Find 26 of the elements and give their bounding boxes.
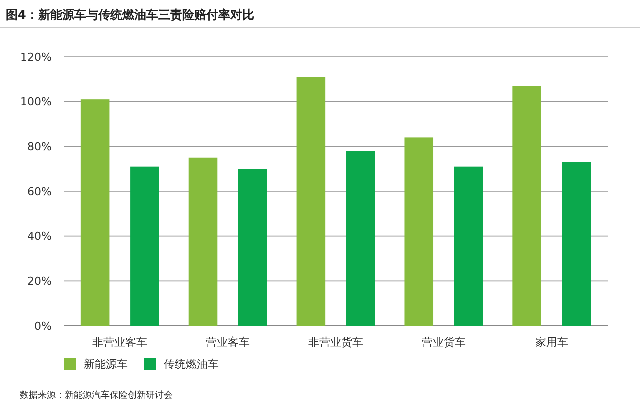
bar: [562, 162, 592, 326]
y-tick-label: 40%: [28, 230, 52, 244]
x-tick-label: 家用车: [535, 336, 568, 349]
bar: [238, 169, 268, 326]
bar: [512, 86, 542, 326]
bar: [454, 166, 484, 326]
bar: [80, 100, 110, 326]
legend-label: 新能源车: [84, 358, 128, 371]
bar: [130, 166, 160, 326]
bar: [346, 151, 376, 326]
source-note: 数据来源：新能源汽车保险创新研讨会: [20, 390, 173, 401]
x-tick-label: 营业客车: [206, 336, 250, 349]
bar: [404, 138, 434, 326]
x-tick-label: 非营业货车: [308, 336, 364, 349]
y-tick-label: 100%: [20, 96, 52, 109]
bar: [296, 77, 326, 326]
x-tick-label: 非营业客车: [92, 336, 148, 349]
y-tick-label: 60%: [28, 185, 52, 198]
y-tick-label: 120%: [20, 50, 52, 64]
bar: [188, 158, 218, 326]
legend-label: 传统燃油车: [164, 358, 219, 371]
chart-title: 图4：新能源车与传统燃油车三责险赔付率对比: [6, 8, 254, 22]
y-tick-label: 20%: [28, 275, 52, 288]
x-tick-label: 营业货车: [422, 336, 466, 349]
y-tick-label: 80%: [28, 140, 52, 154]
y-tick-label: 0%: [34, 320, 52, 333]
